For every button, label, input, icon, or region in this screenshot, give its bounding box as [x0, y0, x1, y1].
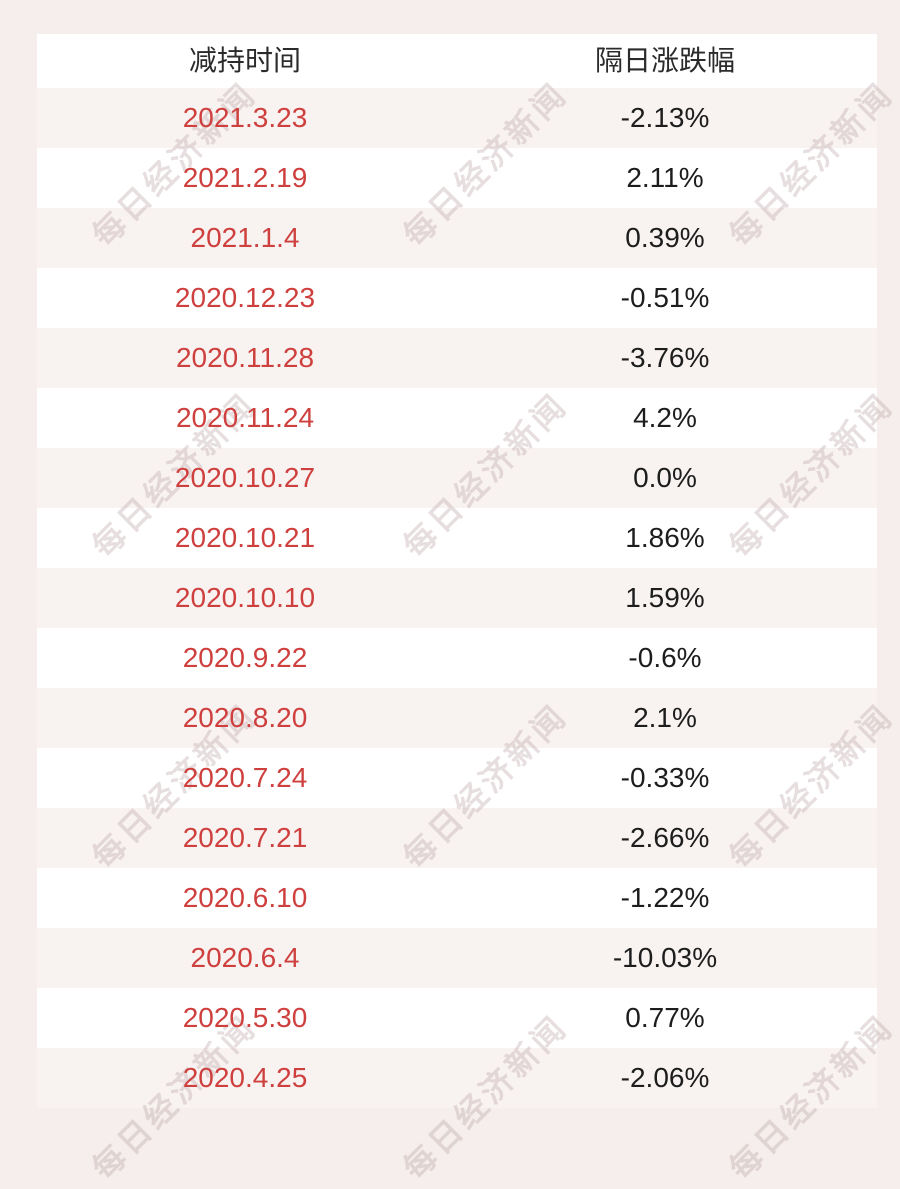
next-day-change-cell: -0.6%: [628, 642, 702, 673]
table-row: 2020.7.21 -2.66%: [37, 808, 877, 868]
next-day-change-cell: -2.66%: [620, 822, 710, 853]
next-day-change-cell: -2.06%: [620, 1062, 710, 1093]
table-row: 2020.6.4 -10.03%: [37, 928, 877, 988]
table-row: 2020.9.22 -0.6%: [37, 628, 877, 688]
next-day-change-cell: 2.11%: [626, 162, 704, 193]
reduction-date-cell: 2020.7.24: [182, 762, 308, 793]
table-row: 2020.10.27 0.0%: [37, 448, 877, 508]
reduction-history-table: 减持时间 隔日涨跌幅 2021.3.23 -2.13% 2021.2.19 2.11%…: [37, 34, 877, 1108]
table-body: 2021.3.23 -2.13% 2021.2.19 2.11% 2021.1.4 0.3…: [37, 88, 877, 1108]
column-header-reduction-date: 减持时间: [188, 45, 301, 76]
table-row: 2020.11.28 -3.76%: [37, 328, 877, 388]
reduction-date-cell: 2020.12.23: [174, 282, 316, 313]
reduction-date-cell: 2020.11.24: [175, 402, 315, 433]
table-row: 2020.7.24 -0.33%: [37, 748, 877, 808]
reduction-date-cell: 2021.3.23: [182, 102, 308, 133]
next-day-change-cell: -3.76%: [620, 342, 710, 373]
table-row: 2020.5.30 0.77%: [37, 988, 877, 1048]
table-row: 2020.10.10 1.59%: [37, 568, 877, 628]
column-header-next-day-change: 隔日涨跌幅: [594, 45, 735, 76]
next-day-change-cell: 0.0%: [633, 462, 697, 493]
reduction-date-cell: 2020.6.10: [182, 882, 308, 913]
next-day-change-cell: 1.59%: [625, 582, 705, 613]
table-row: 2021.3.23 -2.13%: [37, 88, 877, 148]
next-day-change-cell: -2.13%: [620, 102, 710, 133]
table-row: 2021.2.19 2.11%: [37, 148, 877, 208]
table-row: 2020.10.21 1.86%: [37, 508, 877, 568]
reduction-date-cell: 2020.8.20: [182, 702, 308, 733]
table-row: 2020.11.24 4.2%: [37, 388, 877, 448]
table-row: 2020.4.25 -2.06%: [37, 1048, 877, 1108]
reduction-date-cell: 2020.5.30: [182, 1002, 308, 1033]
table-row: 2020.6.10 -1.22%: [37, 868, 877, 928]
reduction-date-cell: 2020.10.10: [174, 582, 316, 613]
next-day-change-cell: 4.2%: [633, 402, 697, 433]
reduction-date-cell: 2020.4.25: [182, 1062, 308, 1093]
reduction-date-cell: 2021.1.4: [190, 222, 300, 253]
table-row: 2020.8.20 2.1%: [37, 688, 877, 748]
next-day-change-cell: 2.1%: [633, 702, 697, 733]
reduction-date-cell: 2020.10.27: [174, 462, 316, 493]
next-day-change-cell: 1.86%: [625, 522, 705, 553]
next-day-change-cell: 0.77%: [625, 1002, 705, 1033]
reduction-date-cell: 2020.10.21: [174, 522, 316, 553]
next-day-change-cell: 0.39%: [625, 222, 705, 253]
reduction-date-cell: 2020.6.4: [190, 942, 300, 973]
reduction-date-cell: 2020.7.21: [182, 822, 308, 853]
next-day-change-cell: -0.33%: [620, 762, 710, 793]
reduction-date-cell: 2020.9.22: [182, 642, 308, 673]
table-row: 2020.12.23 -0.51%: [37, 268, 877, 328]
next-day-change-cell: -10.03%: [612, 942, 718, 973]
next-day-change-cell: -0.51%: [620, 282, 710, 313]
reduction-date-cell: 2021.2.19: [182, 162, 308, 193]
next-day-change-cell: -1.22%: [620, 882, 710, 913]
table-header-row: 减持时间 隔日涨跌幅: [37, 34, 877, 88]
table-row: 2021.1.4 0.39%: [37, 208, 877, 268]
reduction-date-cell: 2020.11.28: [175, 342, 315, 373]
